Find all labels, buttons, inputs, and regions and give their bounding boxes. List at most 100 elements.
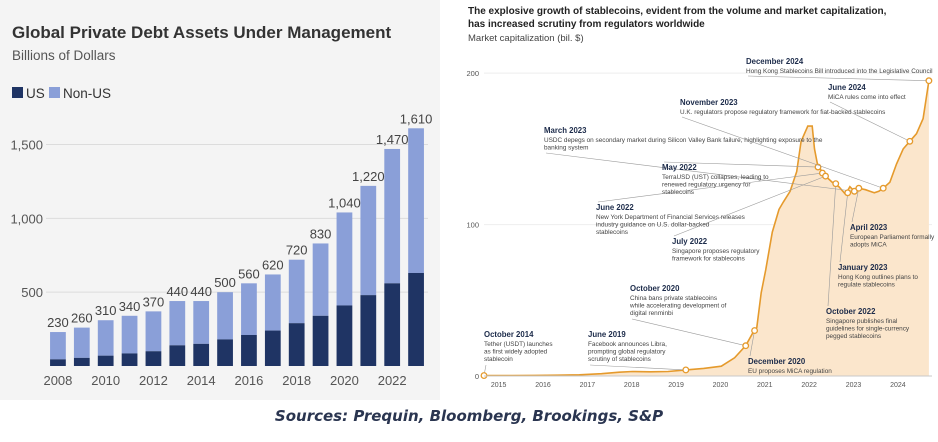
annotation-leader xyxy=(681,116,884,189)
bar-total-label-2016: 560 xyxy=(238,266,260,281)
right-y-tick-label: 100 xyxy=(466,221,479,230)
annotation-text: Facebook announces Libra, prompting globa… xyxy=(588,341,667,363)
annotation-leader xyxy=(827,183,837,307)
annotation-marker xyxy=(879,184,887,192)
right-chart-title-line2: has increased scrutiny from regulators w… xyxy=(468,19,705,30)
bar-total-label-2010: 310 xyxy=(95,303,117,318)
bar-total-label-2018: 720 xyxy=(286,243,308,258)
bar-total-label-2011: 340 xyxy=(119,299,141,314)
right-x-tick-label: 2023 xyxy=(846,382,862,389)
annotation-marker xyxy=(822,172,829,180)
bar-us-2019 xyxy=(312,315,329,366)
annotation-date: March 2023 xyxy=(544,126,587,135)
legend-label-us: US xyxy=(26,86,45,101)
annotation-jul2022: July 2022 Singapore proposes regulatory fr… xyxy=(672,172,829,263)
annotation-date: July 2022 xyxy=(672,237,708,246)
annotation-leader xyxy=(747,75,929,82)
bar-non-us-2011 xyxy=(121,315,138,354)
bar-us-2021 xyxy=(360,295,377,366)
annotation-oct2020: October 2020 China bans private stablecoi… xyxy=(629,284,750,350)
left-legend: US Non-US xyxy=(12,86,111,101)
right-x-tick-label: 2019 xyxy=(668,382,684,389)
right-x-tick-label: 2024 xyxy=(890,382,906,389)
annotation-date: October 2020 xyxy=(630,284,680,293)
left-x-tick-label: 2020 xyxy=(330,373,359,388)
annotation-jun2019: June 2019 Facebook announces Libra, prompt… xyxy=(588,330,690,374)
annotation-leader xyxy=(631,318,746,347)
right-y-tick-label: 200 xyxy=(466,69,479,78)
bar-us-2018 xyxy=(288,323,305,366)
bar-total-label-2014: 440 xyxy=(190,284,212,299)
annotation-text: Tether (USDT) launches as first widely ad… xyxy=(484,341,553,363)
right-x-tick-label: 2018 xyxy=(624,382,640,389)
annotation-leader xyxy=(839,192,849,263)
bar-us-2020 xyxy=(336,305,353,366)
stablecoin-line xyxy=(484,80,930,377)
annotation-text: China bans private stablecoins while acce… xyxy=(629,295,726,317)
annotation-text: U.K. regulators propose regulatory frame… xyxy=(680,109,885,116)
bar-us-2023 xyxy=(408,272,424,366)
bar-us-2011 xyxy=(121,353,138,366)
annotation-oct2022: October 2022 Singapore publishes final gui… xyxy=(826,180,910,340)
legend-label-non-us: Non-US xyxy=(63,86,111,101)
annotation-date: January 2023 xyxy=(838,263,888,272)
annotation-date: June 2019 xyxy=(588,330,626,339)
annotation-text: USDC depegs on secondary market during S… xyxy=(544,137,823,152)
private-debt-chart-panel: Global Private Debt Assets Under Managem… xyxy=(0,0,440,400)
annotation-text: MiCA rules come into effect xyxy=(828,94,906,101)
stablecoin-area-fill xyxy=(484,80,929,376)
left-x-tick-label: 2022 xyxy=(378,373,407,388)
annotation-text: Hong Kong Stablecoins Bill introduced in… xyxy=(746,68,933,75)
annotation-leader xyxy=(597,172,823,203)
annotation-date: October 2022 xyxy=(826,307,876,316)
bar-us-2013 xyxy=(169,345,186,366)
right-x-tick-label: 2016 xyxy=(535,382,551,389)
left-y-tick-label: 1,000 xyxy=(10,211,43,226)
right-x-tick-label: 2017 xyxy=(580,382,596,389)
right-x-tick-label: 2020 xyxy=(713,382,729,389)
annotation-marker xyxy=(832,180,840,188)
annotation-leader xyxy=(829,101,910,142)
annotation-leader xyxy=(663,161,819,168)
bar-total-label-2012: 370 xyxy=(143,294,165,309)
bar-us-2015 xyxy=(217,339,233,366)
right-x-tick-label: 2022 xyxy=(801,382,817,389)
stablecoin-chart-panel: The explosive growth of stablecoins, evi… xyxy=(462,0,938,400)
right-chart-ylabel: Market capitalization (bil. $) xyxy=(468,33,584,44)
private-debt-bar-chart: Global Private Debt Assets Under Managem… xyxy=(10,23,432,388)
annotation-date: November 2023 xyxy=(680,98,738,107)
left-x-tick-label: 2018 xyxy=(282,373,311,388)
bar-non-us-2012 xyxy=(145,311,162,352)
annotation-text: Singapore publishes final guidelines for … xyxy=(826,318,910,340)
annotation-leader xyxy=(851,188,860,223)
annotation-leader xyxy=(673,175,826,237)
sources-note: Sources: Prequin, Bloomberg, Brookings, … xyxy=(274,407,664,425)
left-x-tick-label: 2014 xyxy=(187,373,216,388)
bar-total-label-2022: 1,470 xyxy=(376,132,409,147)
bar-total-label-2015: 500 xyxy=(214,275,236,290)
annotation-date: December 2024 xyxy=(746,57,804,66)
bar-non-us-2016 xyxy=(241,283,257,335)
bar-us-2014 xyxy=(193,343,210,366)
left-x-tick-label: 2016 xyxy=(234,373,263,388)
left-chart-title: Global Private Debt Assets Under Managem… xyxy=(12,23,391,42)
bar-total-label-2021: 1,220 xyxy=(352,169,385,184)
bar-us-2008 xyxy=(50,359,66,366)
bar-non-us-2022 xyxy=(384,148,401,284)
bar-total-label-2009: 260 xyxy=(71,311,93,326)
left-y-tick-label: 1,500 xyxy=(10,138,43,153)
annotation-text: New York Department of Financial Service… xyxy=(596,214,745,236)
annotation-text: TerraUSD (UST) collapses, leading to rene… xyxy=(662,174,769,196)
annotation-text: Singapore proposes regulatory framework f… xyxy=(672,248,760,263)
bar-us-2012 xyxy=(145,351,162,366)
annotation-dec2020: December 2020 EU proposes MiCA regulation xyxy=(748,327,832,375)
annotation-date: May 2022 xyxy=(662,163,697,172)
annotation-jan2023: January 2023 Hong Kong outlines plans to r… xyxy=(838,189,918,289)
bar-non-us-2020 xyxy=(336,212,353,306)
legend-swatch-us xyxy=(12,87,23,98)
stablecoin-area-chart: The explosive growth of stablecoins, evi… xyxy=(466,6,935,389)
right-x-tick-label: 2021 xyxy=(757,382,773,389)
bar-us-2022 xyxy=(384,283,401,366)
annotation-marker xyxy=(682,366,690,374)
annotation-jun2024: June 2024 MiCA rules come into effect xyxy=(828,83,914,145)
